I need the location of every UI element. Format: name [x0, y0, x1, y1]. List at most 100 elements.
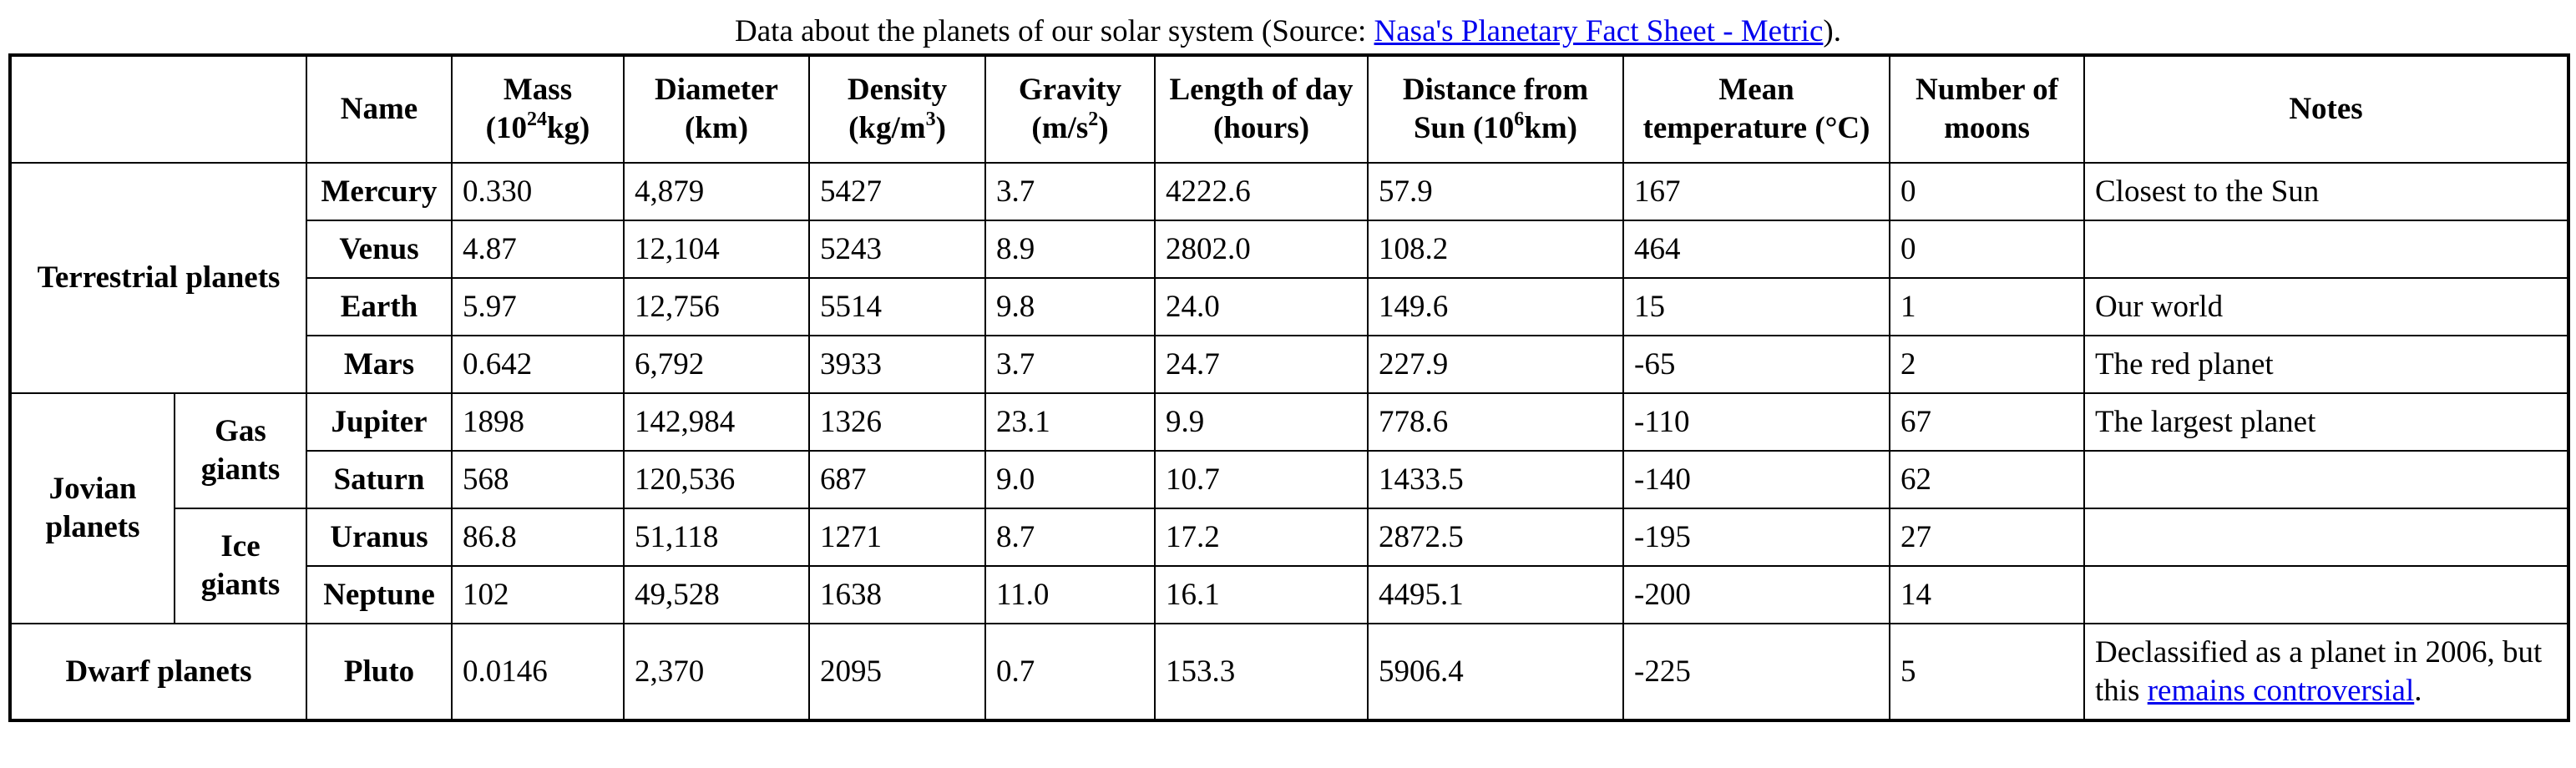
- cell-temperature: 167: [1622, 162, 1890, 221]
- planet-name: Pluto: [306, 623, 453, 721]
- table-row: Dwarf planets Pluto 0.0146 2,370 2095 0.…: [9, 623, 2569, 721]
- planet-name: Mars: [306, 335, 453, 394]
- cell-mass: 86.8: [451, 508, 625, 567]
- source-link[interactable]: Nasa's Planetary Fact Sheet - Metric: [1374, 14, 1824, 48]
- planet-name: Mercury: [306, 162, 453, 221]
- header-distance-unit: km): [1524, 111, 1578, 145]
- cell-moons: 67: [1889, 392, 2085, 452]
- cell-density: 687: [808, 450, 986, 509]
- cell-day: 4222.6: [1154, 162, 1369, 221]
- cell-day: 10.7: [1154, 450, 1369, 509]
- cell-gravity: 0.7: [984, 623, 1156, 721]
- group-jovian: Jovian planets: [9, 392, 175, 624]
- cell-day: 153.3: [1154, 623, 1369, 721]
- cell-mass: 0.0146: [451, 623, 625, 721]
- cell-distance: 227.9: [1367, 335, 1624, 394]
- header-gravity-text: Gravity (m/s: [1018, 73, 1122, 145]
- cell-density: 5514: [808, 277, 986, 336]
- corner-header: [9, 54, 307, 164]
- cell-day: 24.0: [1154, 277, 1369, 336]
- header-mass-text: Mass (10: [485, 73, 573, 145]
- header-distance-exp: 6: [1514, 108, 1525, 130]
- cell-notes: Declassified as a planet in 2006, but th…: [2083, 623, 2569, 721]
- notes-end: .: [2414, 673, 2422, 708]
- header-gravity: Gravity (m/s2): [984, 54, 1156, 164]
- cell-notes: Our world: [2083, 277, 2569, 336]
- cell-diameter: 4,879: [623, 162, 810, 221]
- planet-name: Jupiter: [306, 392, 453, 452]
- header-mass-unit: kg): [546, 111, 590, 145]
- header-name: Name: [306, 54, 453, 164]
- cell-moons: 27: [1889, 508, 2085, 567]
- cell-density: 5427: [808, 162, 986, 221]
- subgroup-ice-giants: Ice giants: [174, 508, 307, 624]
- table-row: Ice giants Uranus 86.8 51,118 1271 8.7 1…: [10, 508, 2569, 624]
- cell-moons: 0: [1889, 162, 2085, 221]
- table-row: Terrestrial planets Mercury 0.330 4,879 …: [9, 162, 2569, 394]
- planet-name: Earth: [306, 277, 453, 336]
- cell-temperature: -225: [1622, 623, 1890, 721]
- cell-mass: 0.330: [451, 162, 625, 221]
- header-notes: Notes: [2083, 54, 2569, 164]
- cell-mass: 0.642: [451, 335, 625, 394]
- header-moons: Number of moons: [1889, 54, 2085, 164]
- planets-table: Name Mass (1024kg) Diameter (km) Density…: [8, 53, 2570, 722]
- cell-temperature: -110: [1622, 392, 1890, 452]
- cell-diameter: 6,792: [623, 335, 810, 394]
- header-density-unit: ): [935, 111, 946, 145]
- header-gravity-exp: 2: [1088, 108, 1099, 130]
- cell-mass: 4.87: [451, 220, 625, 279]
- cell-moons: 5: [1889, 623, 2085, 721]
- table-row: Earth 5.97 12,756 5514 9.8 24.0 149.6 15…: [10, 277, 2569, 336]
- header-temperature: Mean temperature (°C): [1622, 54, 1890, 164]
- cell-gravity: 23.1: [984, 392, 1156, 452]
- cell-moons: 0: [1889, 220, 2085, 279]
- header-distance-text: Distance from Sun (10: [1402, 73, 1589, 145]
- cell-mass: 5.97: [451, 277, 625, 336]
- cell-notes: The largest planet: [2083, 392, 2569, 452]
- cell-temperature: -200: [1622, 565, 1890, 624]
- cell-temperature: -195: [1622, 508, 1890, 567]
- header-density-exp: 3: [925, 108, 936, 130]
- cell-moons: 14: [1889, 565, 2085, 624]
- cell-day: 16.1: [1154, 565, 1369, 624]
- cell-mass: 102: [451, 565, 625, 624]
- cell-diameter: 12,756: [623, 277, 810, 336]
- cell-moons: 62: [1889, 450, 2085, 509]
- planet-name: Uranus: [306, 508, 453, 567]
- header-mass: Mass (1024kg): [451, 54, 625, 164]
- planet-name: Neptune: [306, 565, 453, 624]
- planet-name: Saturn: [306, 450, 453, 509]
- controversy-link[interactable]: remains controversial: [2147, 673, 2415, 708]
- table-caption: Data about the planets of our solar syst…: [0, 10, 2576, 53]
- cell-distance: 778.6: [1367, 392, 1624, 452]
- table-row: Venus 4.87 12,104 5243 8.9 2802.0 108.2 …: [10, 220, 2569, 279]
- cell-diameter: 12,104: [623, 220, 810, 279]
- cell-distance: 2872.5: [1367, 508, 1624, 567]
- cell-day: 24.7: [1154, 335, 1369, 394]
- cell-day: 9.9: [1154, 392, 1369, 452]
- cell-distance: 1433.5: [1367, 450, 1624, 509]
- table-row: Jovian planets Gas giants Jupiter 1898 1…: [9, 392, 2569, 624]
- cell-notes: [2083, 565, 2569, 624]
- header-density-text: Density (kg/m: [847, 73, 948, 145]
- planet-name: Venus: [306, 220, 453, 279]
- header-distance: Distance from Sun (106km): [1367, 54, 1624, 164]
- table-row: Neptune 102 49,528 1638 11.0 16.1 4495.1…: [10, 565, 2569, 624]
- cell-gravity: 8.9: [984, 220, 1156, 279]
- cell-distance: 5906.4: [1367, 623, 1624, 721]
- header-gravity-unit: ): [1098, 111, 1109, 145]
- subgroup-gas-giants: Gas giants: [174, 392, 307, 509]
- cell-gravity: 9.8: [984, 277, 1156, 336]
- group-dwarf: Dwarf planets: [9, 623, 307, 721]
- cell-distance: 108.2: [1367, 220, 1624, 279]
- header-mass-exp: 24: [526, 108, 547, 130]
- cell-density: 1326: [808, 392, 986, 452]
- cell-notes: The red planet: [2083, 335, 2569, 394]
- header-row: Name Mass (1024kg) Diameter (km) Density…: [9, 54, 2569, 164]
- cell-gravity: 8.7: [984, 508, 1156, 567]
- cell-gravity: 3.7: [984, 162, 1156, 221]
- cell-mass: 568: [451, 450, 625, 509]
- cell-density: 1271: [808, 508, 986, 567]
